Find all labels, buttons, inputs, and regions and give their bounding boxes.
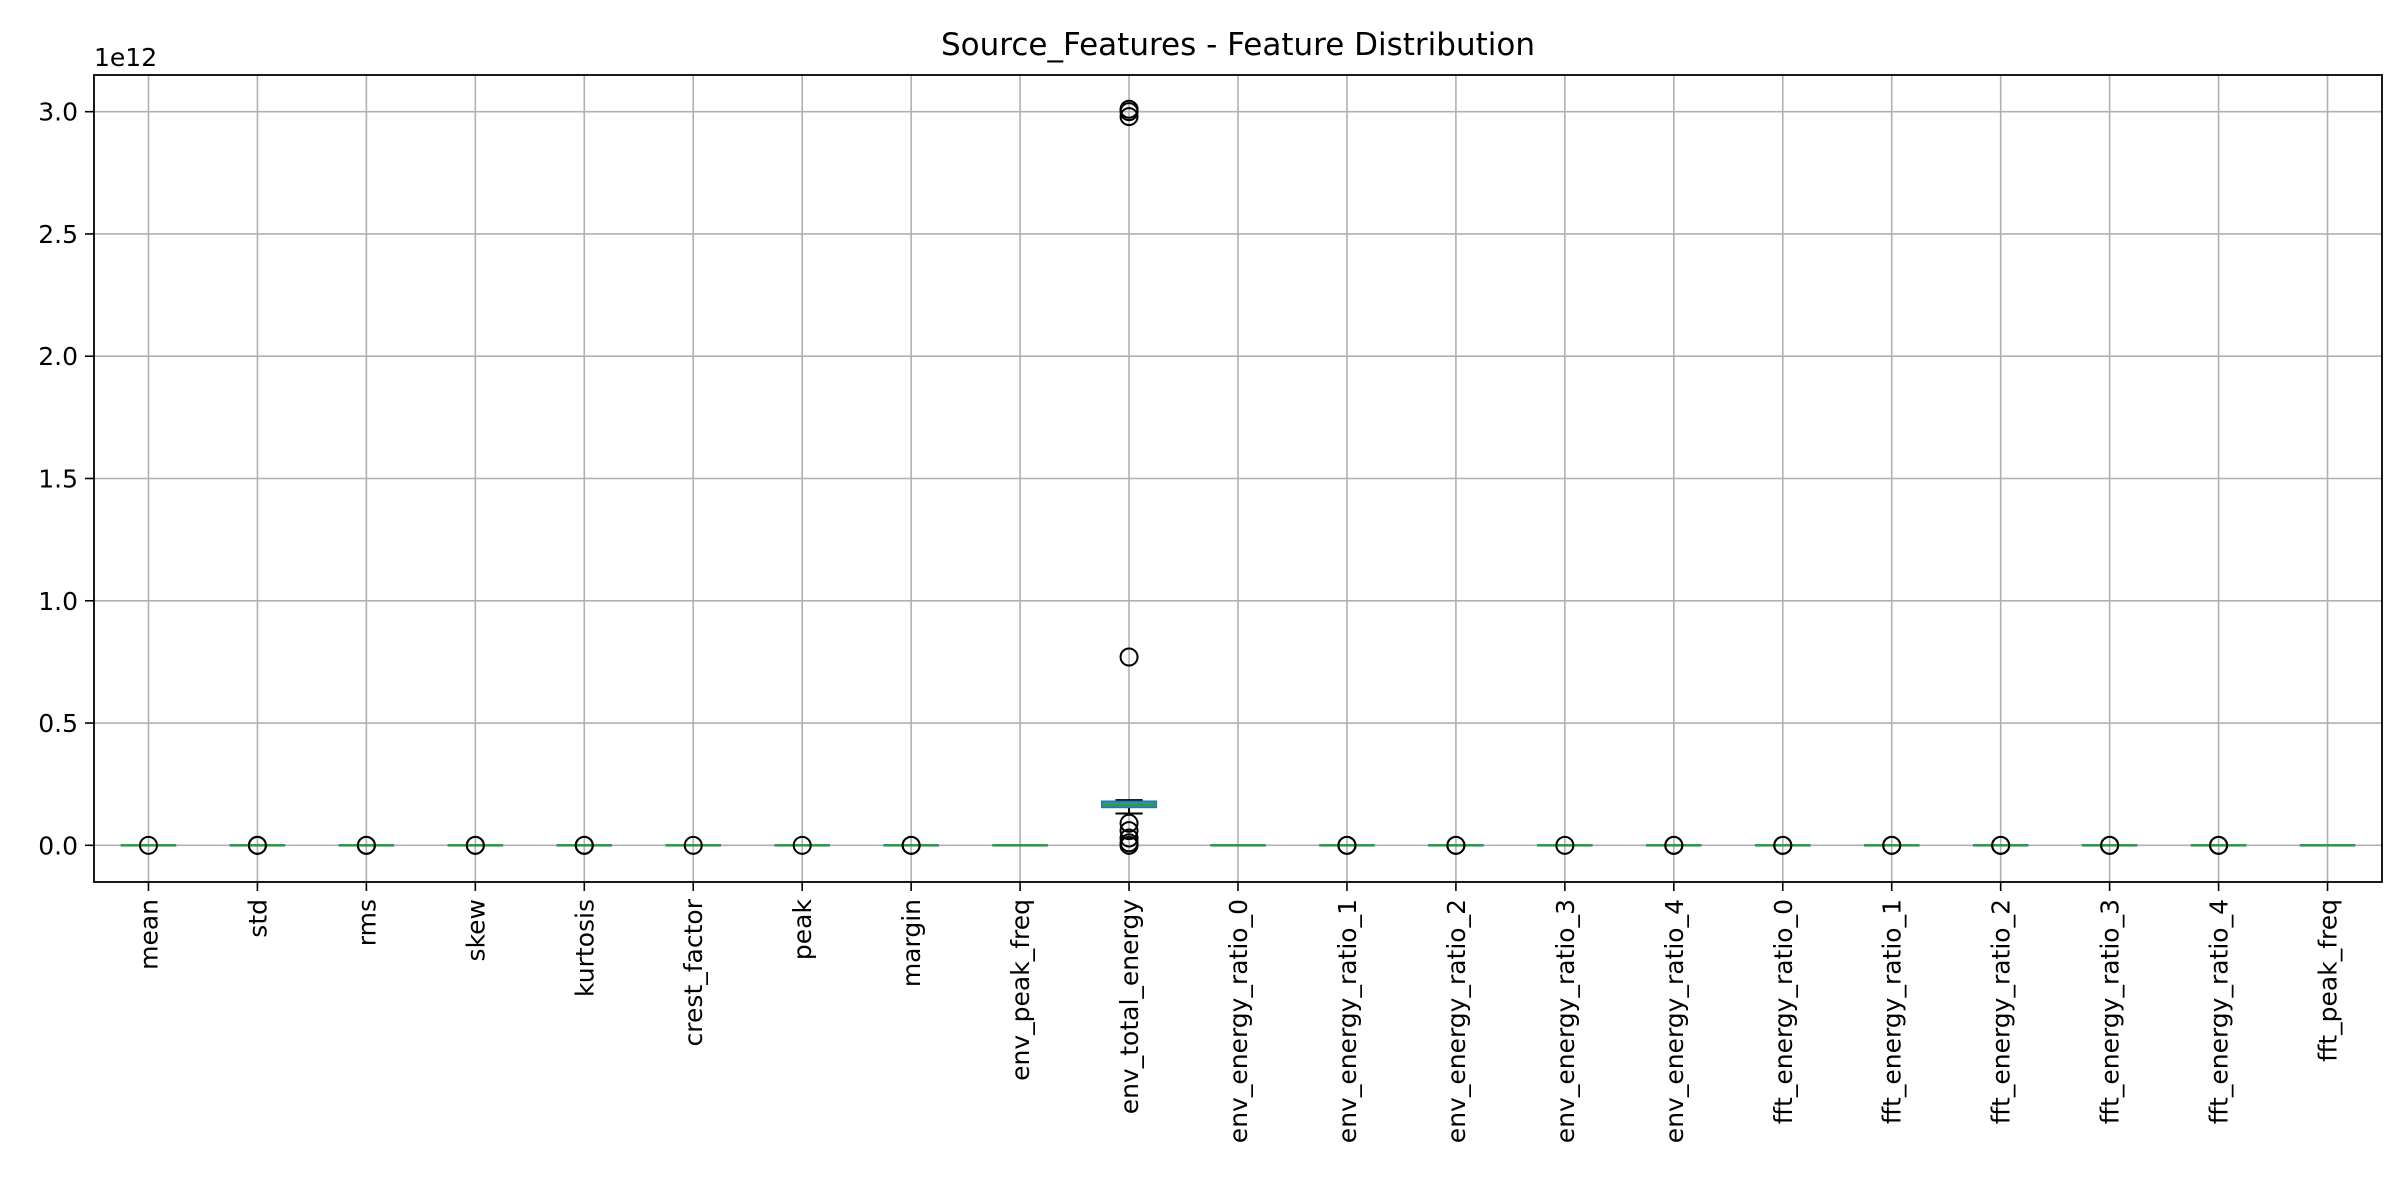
outlier-point [2100,835,2120,855]
box-fft_energy_ratio_0 [1755,835,1811,855]
box-env_energy_ratio_1 [1319,835,1375,855]
x-tick-label: fft_energy_ratio_2 [1987,899,2016,1124]
box-rms [338,835,395,855]
box-fft_energy_ratio_2 [1972,835,2029,855]
box-env_total_energy [1101,99,1158,855]
chart-title: Source_Features - Feature Distribution [941,27,1535,63]
x-tick-label: margin [897,899,926,987]
outlier-point [1773,835,1793,855]
x-tick-label: skew [461,899,490,961]
box-env_energy_ratio_2 [1428,835,1484,855]
outlier-point [1119,813,1139,833]
x-tick-label: peak [788,898,817,960]
x-tick-label: fft_energy_ratio_3 [2096,899,2125,1124]
outlier-point [901,835,921,855]
x-tick-label: fft_peak_freq [2314,899,2343,1062]
axes: 0.0 0.5 1.0 1.5 2.0 2.5 3.0 mean std rms skew kurto… [38,74,2383,1143]
y-tick-label: 1.0 [38,587,78,616]
outlier-point [465,835,485,855]
outlier-point [138,835,158,855]
x-tick-label: env_peak_freq [1006,899,1035,1081]
box-fft_energy_ratio_1 [1863,835,1920,855]
x-tick-label: env_energy_ratio_3 [1551,899,1580,1143]
outlier-point [1446,835,1466,855]
outlier-point [356,835,376,855]
box-fft_energy_ratio_3 [2081,835,2138,855]
box-std [229,835,286,855]
outlier-point [1882,835,1902,855]
x-tick-label: fft_energy_ratio_4 [2205,899,2234,1124]
y-tick-label: 2.5 [38,220,78,249]
box-env_energy_ratio_4 [1646,835,1702,855]
grid-lines [94,75,2382,882]
outlier-point [1119,102,1139,122]
x-tick-label: rms [352,899,381,946]
box-kurtosis [556,835,613,855]
x-tick-label: kurtosis [570,899,599,997]
y-tick-label: 1.5 [38,465,78,494]
outlier-point [1337,835,1357,855]
y-tick-label: 2.0 [38,342,78,371]
x-tick-label: env_energy_ratio_4 [1660,899,1689,1143]
x-tick-label: env_energy_ratio_0 [1224,899,1253,1143]
y-axis-offset-label: 1e12 [94,43,157,72]
outlier-point [2209,835,2229,855]
outlier-point [247,835,267,855]
box-mean [120,835,177,855]
box-env_energy_ratio_3 [1537,835,1593,855]
x-tick-label: env_total_energy [1115,899,1144,1115]
y-tick-label: 0.5 [38,709,78,738]
outlier-point [1119,821,1139,841]
outlier-point [1991,835,2011,855]
box-crest_factor [665,835,721,855]
box-fft_energy_ratio_4 [2190,835,2247,855]
box-plot-marks [120,99,2356,855]
outlier-point [1664,835,1684,855]
x-tick-label: fft_energy_ratio_0 [1769,899,1798,1124]
x-tick-label: env_energy_ratio_2 [1442,899,1471,1143]
x-tick-label: fft_energy_ratio_1 [1878,899,1907,1124]
box-env_peak_freq [992,844,1048,847]
box-fft_peak_freq [2299,844,2356,847]
y-tick-label: 3.0 [38,98,78,127]
x-tick-label: mean [134,899,163,970]
x-tick-label: crest_factor [679,898,708,1046]
outlier-point [1119,835,1139,855]
outlier-point [1119,828,1139,848]
outlier-point [574,835,594,855]
outlier-point [1555,835,1575,855]
box-skew [447,835,504,855]
x-tick-label: std [243,899,272,938]
y-tick-label: 0.0 [38,831,78,860]
outlier-point [792,835,812,855]
outlier-point [683,835,703,855]
box-env_energy_ratio_0 [1210,844,1266,847]
box-peak [774,835,830,855]
outlier-point [1119,107,1139,127]
outlier-point [1119,647,1139,667]
box-margin [883,835,939,855]
x-tick-label: env_energy_ratio_1 [1333,899,1362,1143]
